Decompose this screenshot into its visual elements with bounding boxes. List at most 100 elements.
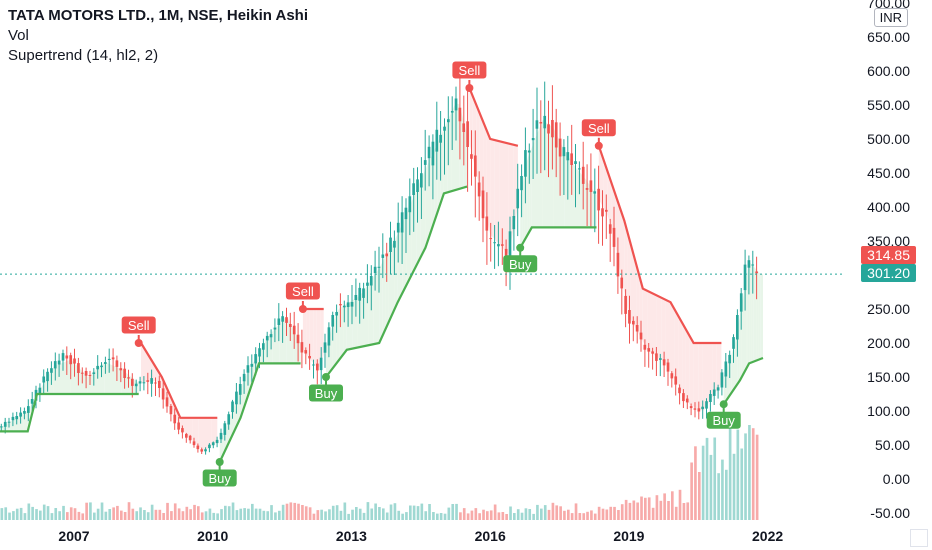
settings-corner[interactable] [910,529,928,547]
supertrend-fill-segment [639,277,643,342]
volume-indicator-label[interactable]: Vol [8,27,29,44]
volume-bar [647,497,651,520]
x-axis-label: 2022 [752,528,783,544]
currency-button[interactable]: INR [873,8,908,27]
volume-bar [19,507,23,520]
signal-label-box [121,316,156,334]
supertrend-fill-segment [180,417,187,435]
candle-body [562,147,566,157]
supertrend-fill-segment [252,358,256,382]
volume-bar [590,510,593,520]
candle-body [188,435,192,441]
supertrend-fill-segment [141,343,145,383]
volume-bar [701,445,705,520]
volume-bar [547,509,551,520]
supertrend-fill-segment [279,315,287,364]
volume-bar [686,502,690,520]
volume-bar [382,508,385,520]
buy-signal-label: Buy [315,386,338,401]
supertrend-fill-segment [368,276,374,346]
volume-bar [690,462,693,520]
candle-body [709,394,712,402]
volume-bar [567,509,570,520]
volume-bar [185,506,189,520]
supertrend-line-down [140,342,218,419]
candle-body [304,350,308,354]
volume-bar [251,503,254,520]
candle-body [369,276,373,286]
candle-body [705,401,708,409]
supertrend-fill-segment [716,343,722,391]
candle-body [462,123,466,132]
volume-bar [705,437,709,520]
candle-body [593,191,597,194]
candle-body [585,188,589,190]
volume-bar [235,510,239,520]
supertrend-fill-segment [316,309,321,368]
candle-body [470,154,473,159]
candle-body [84,371,88,376]
supertrend-fill-segment [760,274,763,359]
volume-bar [170,511,173,520]
volume-bar [281,504,285,520]
supertrend-indicator-label[interactable]: Supertrend (14, hl2, 2) [8,47,159,64]
supertrend-fill-segment [652,293,657,357]
candle-body [185,433,188,438]
candle-body [366,282,369,286]
volume-bar [42,504,46,520]
volume-bar [574,503,578,520]
candle-body [501,244,504,246]
candle-body [608,224,612,234]
volume-bar [81,513,85,520]
volume-bar [605,509,609,520]
candle-body [574,161,577,164]
candle-body [558,138,562,157]
volume-bar [663,493,666,520]
volume-bar [640,496,643,520]
candle-body [389,237,392,252]
candle-body [732,337,735,349]
y-axis-label: 100.00 [867,403,910,419]
volume-bar [617,510,620,520]
volume-bar [89,502,92,520]
supertrend-fill-segment [237,389,241,426]
volume-bar [478,513,481,520]
supertrend-fill-segment [564,149,575,228]
supertrend-fill-segment [148,354,152,382]
supertrend-fill-segment [357,292,363,348]
signal-label-box [285,282,320,300]
volume-bar [312,513,316,520]
candle-body [682,393,685,402]
y-axis-label: 600.00 [867,63,910,79]
candle-body [235,391,238,405]
symbol-title[interactable]: TATA MOTORS LTD., 1M, NSE, Heikin Ashi [8,7,309,24]
supertrend-fill-segment [642,288,648,350]
volume-bar [50,513,54,520]
supertrend-fill-segment [656,295,662,360]
volume-bar [636,502,639,520]
volume-bar [698,472,701,520]
supertrend-line-up [218,362,301,463]
volume-bar [285,503,289,520]
y-axis-label: 650.00 [867,29,910,45]
supertrend-fill-segment [87,362,105,394]
volume-bar [409,505,412,520]
volume-bar [366,502,370,520]
volume-bar [459,512,462,520]
volume-bar [227,506,231,520]
candle-body [566,152,570,161]
supertrend-fill-segment [293,329,301,364]
supertrend-fill-segment [746,270,748,370]
candle-body [161,388,165,400]
volume-bar [297,503,300,520]
volume-bar [659,500,663,520]
volume-bar [301,505,304,520]
candle-body [88,375,92,376]
y-axis-label: 700.00 [867,0,910,11]
supertrend-line-up [519,226,597,249]
candle-body [474,155,477,177]
y-axis-label: 350.00 [867,233,910,249]
volume-bar [416,506,420,520]
candle-body [635,325,639,332]
